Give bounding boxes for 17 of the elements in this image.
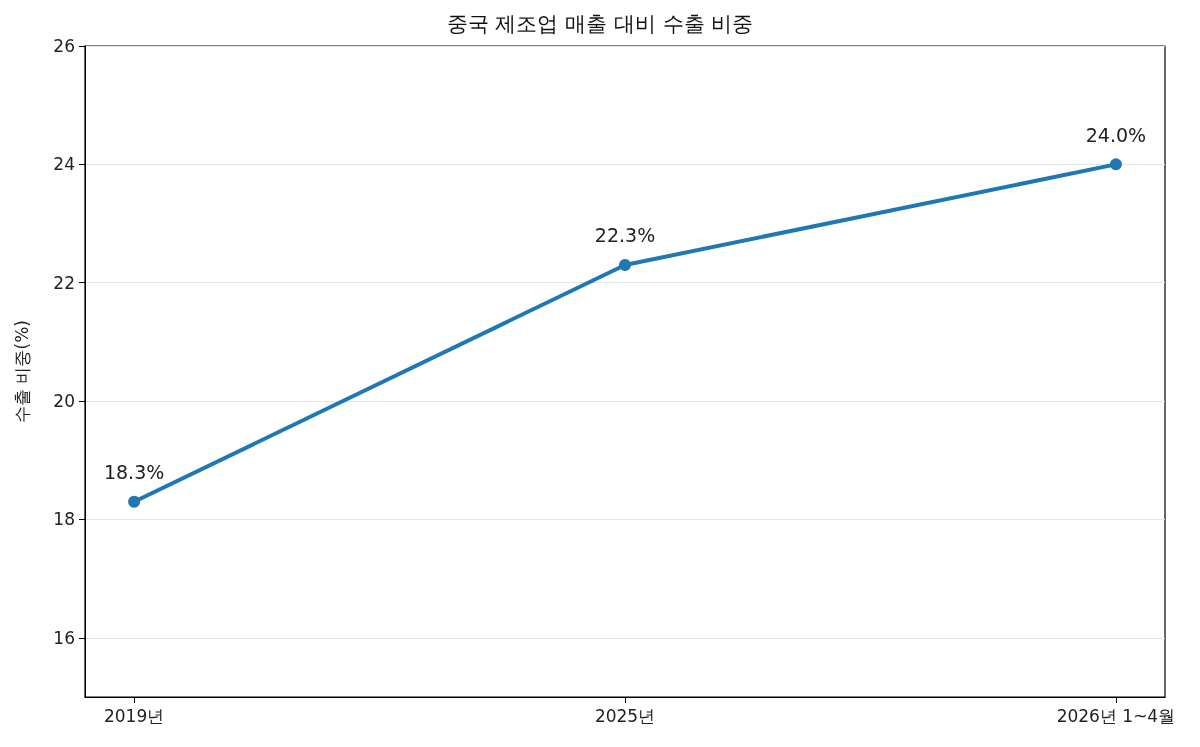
data-label: 24.0%: [1085, 123, 1147, 146]
y-tick-label: 24: [53, 154, 75, 175]
y-tick-label: 22: [53, 272, 75, 293]
y-tick-label: 16: [53, 627, 75, 648]
x-tick-label: 2025년: [594, 705, 656, 726]
data-label: 18.3%: [103, 461, 165, 484]
y-axis-title: 수출 비중(%): [11, 320, 32, 423]
data-label: 22.3%: [594, 224, 656, 247]
y-tick-label: 26: [53, 36, 75, 56]
chart-title: 중국 제조업 매출 대비 수출 비중: [446, 11, 754, 36]
point: [619, 258, 631, 271]
x-tick-label: 2026년 1~4월: [1056, 705, 1176, 726]
x-tick-label: 2019년: [103, 705, 165, 726]
point: [128, 495, 141, 508]
y-tick-label: 20: [53, 391, 75, 412]
y-tick-label: 18: [53, 509, 75, 530]
point: [1109, 158, 1122, 171]
